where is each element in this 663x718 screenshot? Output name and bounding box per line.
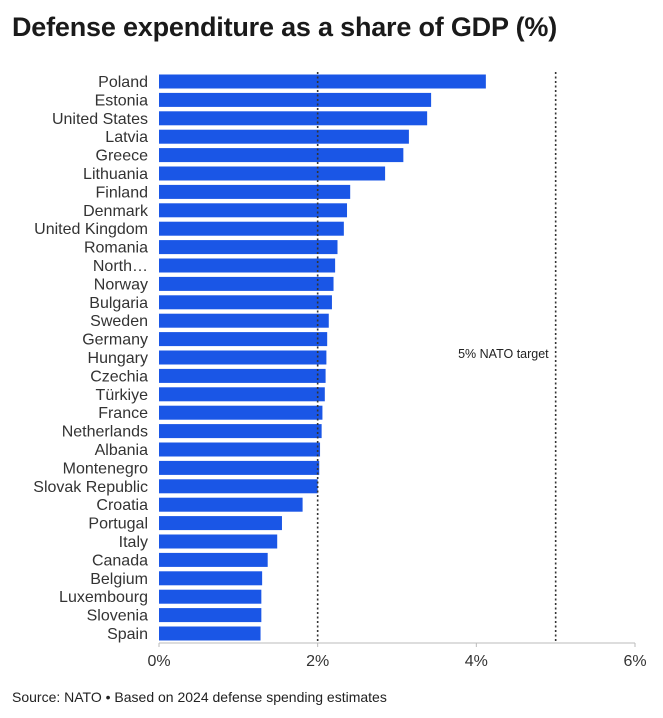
- bar-canada: [159, 552, 268, 567]
- bar-croatia: [159, 497, 303, 512]
- category-label: Belgium: [90, 571, 148, 588]
- bar-romania: [159, 240, 338, 255]
- bar-italy: [159, 534, 278, 549]
- category-label: Romania: [84, 240, 148, 257]
- bar-belgium: [159, 571, 263, 586]
- bar-hungary: [159, 350, 327, 365]
- category-label: Luxembourg: [59, 589, 148, 606]
- bar-sweden: [159, 313, 329, 328]
- category-label: United States: [52, 111, 148, 128]
- category-label: Denmark: [83, 203, 149, 220]
- bar-lithuania: [159, 166, 386, 181]
- bar-greece: [159, 148, 404, 163]
- category-label: Netherlands: [62, 424, 148, 441]
- bar-bulgaria: [159, 295, 332, 310]
- source-note: Source: NATO • Based on 2024 defense spe…: [12, 689, 387, 705]
- bar-czechia: [159, 368, 326, 383]
- bar-latvia: [159, 129, 409, 144]
- category-label: North…: [93, 258, 148, 275]
- bar-finland: [159, 184, 351, 199]
- bar-germany: [159, 332, 328, 347]
- category-label: Portugal: [88, 516, 148, 533]
- category-label: Bulgaria: [89, 295, 148, 312]
- category-label: Norway: [94, 276, 148, 293]
- bar-montenegro: [159, 460, 320, 475]
- category-label: Croatia: [96, 497, 148, 514]
- chart-title: Defense expenditure as a share of GDP (%…: [12, 12, 557, 42]
- category-label: Czechia: [90, 368, 148, 385]
- category-label: Germany: [82, 332, 148, 349]
- category-label: Spain: [107, 626, 148, 643]
- category-label: Sweden: [90, 313, 148, 330]
- x-tick-label: 4%: [465, 653, 488, 670]
- category-label: Poland: [98, 74, 148, 91]
- category-label: Greece: [96, 148, 149, 165]
- bar-poland: [159, 74, 486, 89]
- category-label: Hungary: [88, 350, 148, 367]
- x-tick-label: 0%: [147, 653, 170, 670]
- category-label: Canada: [92, 552, 148, 569]
- bar-norway: [159, 276, 334, 291]
- category-label: Estonia: [95, 92, 148, 109]
- bar-portugal: [159, 516, 282, 531]
- x-tick-label: 6%: [623, 653, 646, 670]
- bar-spain: [159, 626, 261, 641]
- bar-united-kingdom: [159, 221, 344, 236]
- category-label: Türkiye: [96, 387, 149, 404]
- bar-albania: [159, 442, 321, 457]
- category-label: Slovenia: [87, 608, 148, 625]
- bar-slovenia: [159, 608, 262, 623]
- bar-slovak-republic: [159, 479, 318, 494]
- nato-target-label: 5% NATO target: [458, 347, 549, 361]
- category-label: Albania: [95, 442, 148, 459]
- category-label: Italy: [119, 534, 148, 551]
- category-label: Finland: [96, 184, 148, 201]
- bar-united-states: [159, 111, 428, 126]
- bar-netherlands: [159, 424, 322, 439]
- x-tick-label: 2%: [306, 653, 329, 670]
- bar-luxembourg: [159, 589, 262, 604]
- category-label: France: [98, 405, 148, 422]
- bar-north: [159, 258, 336, 273]
- bar-france: [159, 405, 323, 420]
- category-label: Montenegro: [63, 460, 148, 477]
- category-label: United Kingdom: [34, 221, 148, 238]
- category-label: Lithuania: [83, 166, 148, 183]
- bar-t-rkiye: [159, 387, 325, 402]
- category-label: Slovak Republic: [33, 479, 148, 496]
- bar-estonia: [159, 92, 432, 107]
- category-label: Latvia: [105, 129, 148, 146]
- bar-denmark: [159, 203, 348, 218]
